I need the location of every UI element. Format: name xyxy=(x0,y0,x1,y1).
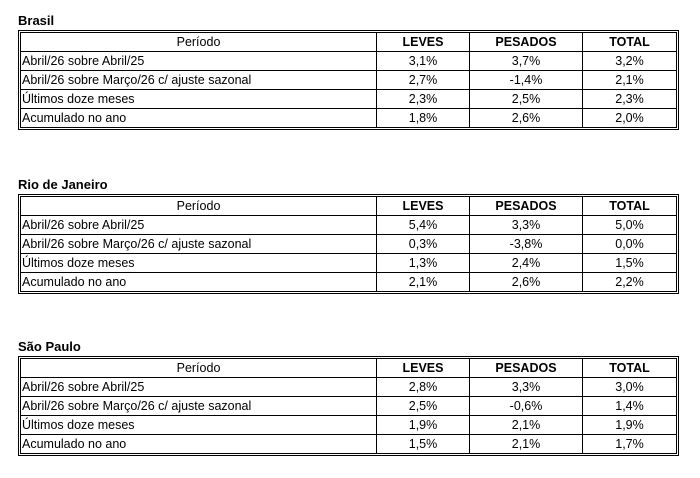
table-row: Abril/26 sobre Abril/25 3,1% 3,7% 3,2% xyxy=(21,51,676,70)
table-row: Acumulado no ano 1,8% 2,6% 2,0% xyxy=(21,108,676,127)
row-period-label: Abril/26 sobre Abril/25 xyxy=(21,377,377,396)
value-leves: 0,3% xyxy=(377,234,470,253)
row-period-label: Acumulado no ano xyxy=(21,434,377,453)
table-row: Abril/26 sobre Março/26 c/ ajuste sazona… xyxy=(21,396,676,415)
value-leves: 2,3% xyxy=(377,89,470,108)
value-total: 2,0% xyxy=(583,108,676,127)
value-leves: 3,1% xyxy=(377,51,470,70)
row-period-label: Abril/26 sobre Março/26 c/ ajuste sazona… xyxy=(21,70,377,89)
table-header-row: Período LEVES PESADOS TOTAL xyxy=(21,197,676,215)
table-row: Últimos doze meses 2,3% 2,5% 2,3% xyxy=(21,89,676,108)
value-leves: 5,4% xyxy=(377,215,470,234)
value-pesados: 2,4% xyxy=(470,253,583,272)
value-total: 1,4% xyxy=(583,396,676,415)
row-period-label: Acumulado no ano xyxy=(21,108,377,127)
row-period-label: Últimos doze meses xyxy=(21,89,377,108)
value-leves: 1,8% xyxy=(377,108,470,127)
section-title: Brasil xyxy=(18,13,55,28)
column-header-period: Período xyxy=(21,359,377,377)
value-leves: 2,7% xyxy=(377,70,470,89)
row-period-label: Últimos doze meses xyxy=(21,253,377,272)
value-pesados: -3,8% xyxy=(470,234,583,253)
value-leves: 2,5% xyxy=(377,396,470,415)
value-total: 2,2% xyxy=(583,272,676,291)
section-brasil: Brasil Período LEVES PESADOS TOTAL Abril… xyxy=(18,12,679,130)
data-table: Período LEVES PESADOS TOTAL Abril/26 sob… xyxy=(18,194,679,294)
value-total: 1,7% xyxy=(583,434,676,453)
section-title: São Paulo xyxy=(18,339,81,354)
value-pesados: 2,6% xyxy=(470,272,583,291)
row-period-label: Abril/26 sobre Abril/25 xyxy=(21,215,377,234)
table-row: Abril/26 sobre Março/26 c/ ajuste sazona… xyxy=(21,234,676,253)
value-total: 3,2% xyxy=(583,51,676,70)
value-pesados: 3,7% xyxy=(470,51,583,70)
column-header-pesados: PESADOS xyxy=(470,197,583,215)
value-total: 5,0% xyxy=(583,215,676,234)
data-table: Período LEVES PESADOS TOTAL Abril/26 sob… xyxy=(18,356,679,456)
column-header-total: TOTAL xyxy=(609,361,650,375)
table-row: Acumulado no ano 1,5% 2,1% 1,7% xyxy=(21,434,676,453)
column-header-period: Período xyxy=(21,197,377,215)
value-total: 3,0% xyxy=(583,377,676,396)
column-header-pesados: PESADOS xyxy=(470,359,583,377)
column-header-total: TOTAL xyxy=(609,35,650,49)
column-header-leves: LEVES xyxy=(377,197,470,215)
value-pesados: 2,6% xyxy=(470,108,583,127)
table-header-row: Período LEVES PESADOS TOTAL xyxy=(21,359,676,377)
value-pesados: 3,3% xyxy=(470,215,583,234)
section-sao-paulo: São Paulo Período LEVES PESADOS TOTAL Ab… xyxy=(18,338,679,456)
value-total: 1,5% xyxy=(583,253,676,272)
row-period-label: Abril/26 sobre Março/26 c/ ajuste sazona… xyxy=(21,396,377,415)
row-period-label: Últimos doze meses xyxy=(21,415,377,434)
value-leves: 1,5% xyxy=(377,434,470,453)
value-pesados: 2,1% xyxy=(470,415,583,434)
value-pesados: 3,3% xyxy=(470,377,583,396)
table-row: Acumulado no ano 2,1% 2,6% 2,2% xyxy=(21,272,676,291)
table-row: Últimos doze meses 1,3% 2,4% 1,5% xyxy=(21,253,676,272)
value-total: 2,3% xyxy=(583,89,676,108)
value-leves: 1,9% xyxy=(377,415,470,434)
table-row: Últimos doze meses 1,9% 2,1% 1,9% xyxy=(21,415,676,434)
column-header-period: Período xyxy=(21,33,377,51)
column-header-total: TOTAL xyxy=(609,199,650,213)
table-row: Abril/26 sobre Março/26 c/ ajuste sazona… xyxy=(21,70,676,89)
table-row: Abril/26 sobre Abril/25 5,4% 3,3% 5,0% xyxy=(21,215,676,234)
value-leves: 2,1% xyxy=(377,272,470,291)
column-header-leves: LEVES xyxy=(377,359,470,377)
section-title: Rio de Janeiro xyxy=(18,177,108,192)
table-row: Abril/26 sobre Abril/25 2,8% 3,3% 3,0% xyxy=(21,377,676,396)
value-total: 1,9% xyxy=(583,415,676,434)
value-pesados: -0,6% xyxy=(470,396,583,415)
data-table: Período LEVES PESADOS TOTAL Abril/26 sob… xyxy=(18,30,679,130)
row-period-label: Acumulado no ano xyxy=(21,272,377,291)
row-period-label: Abril/26 sobre Abril/25 xyxy=(21,51,377,70)
value-total: 2,1% xyxy=(583,70,676,89)
column-header-pesados: PESADOS xyxy=(470,33,583,51)
value-leves: 1,3% xyxy=(377,253,470,272)
row-period-label: Abril/26 sobre Março/26 c/ ajuste sazona… xyxy=(21,234,377,253)
value-pesados: -1,4% xyxy=(470,70,583,89)
value-pesados: 2,5% xyxy=(470,89,583,108)
column-header-leves: LEVES xyxy=(377,33,470,51)
value-total: 0,0% xyxy=(583,234,676,253)
value-pesados: 2,1% xyxy=(470,434,583,453)
value-leves: 2,8% xyxy=(377,377,470,396)
table-header-row: Período LEVES PESADOS TOTAL xyxy=(21,33,676,51)
section-rio-de-janeiro: Rio de Janeiro Período LEVES PESADOS TOT… xyxy=(18,176,679,294)
